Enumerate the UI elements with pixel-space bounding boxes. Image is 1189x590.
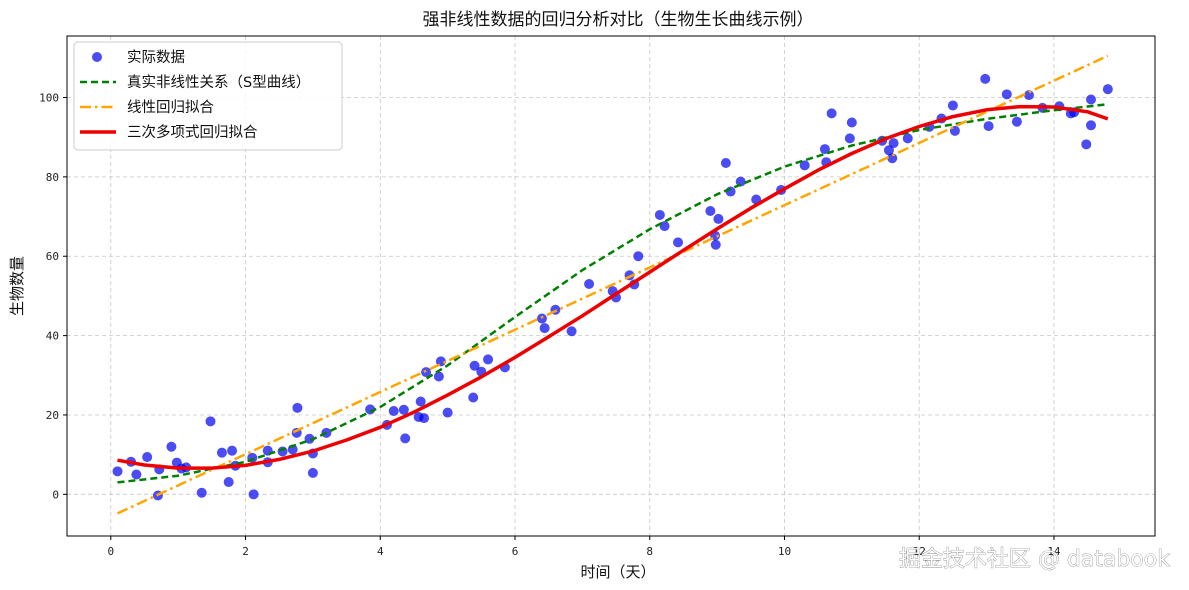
data-point: [433, 371, 444, 382]
data-point: [1086, 94, 1096, 105]
data-point: [673, 237, 684, 248]
y-tick-label: 100: [39, 92, 59, 105]
data-point: [196, 487, 207, 498]
x-tick-label: 0: [107, 545, 114, 558]
data-point: [539, 323, 550, 334]
data-point: [166, 441, 177, 452]
series-line: [117, 104, 1109, 470]
data-point: [112, 466, 123, 477]
data-point: [400, 433, 411, 444]
data-point: [633, 251, 644, 262]
data-point: [1024, 90, 1035, 101]
data-point: [1081, 139, 1092, 150]
data-point: [131, 469, 142, 480]
y-tick-label: 20: [46, 409, 59, 422]
data-point: [654, 209, 665, 220]
legend-label: 线性回归拟合: [127, 99, 214, 116]
data-point: [1102, 84, 1113, 95]
data-point: [248, 489, 259, 500]
x-tick-label: 12: [913, 545, 926, 558]
grid: [67, 36, 1155, 536]
data-point: [720, 157, 731, 168]
data-point: [799, 160, 810, 171]
data-point: [846, 117, 857, 128]
data-point: [205, 416, 216, 427]
data-point: [713, 213, 724, 224]
legend-marker: [92, 52, 102, 62]
axis-ticks: 0 2 4 6 8 10 12 14 0 20 40 60 80 100: [39, 92, 1061, 558]
data-point: [304, 433, 315, 444]
data-point: [887, 153, 898, 164]
data-point: [725, 186, 736, 197]
scatter-series: [112, 73, 1113, 501]
data-point: [888, 138, 899, 149]
data-point: [442, 407, 453, 418]
x-tick-label: 8: [646, 545, 653, 558]
data-point: [659, 221, 670, 232]
legend-label: 真实非线性关系（S型曲线）: [127, 73, 310, 91]
data-point: [883, 145, 894, 156]
x-tick-label: 6: [512, 545, 519, 558]
series-line: [116, 54, 1109, 515]
data-point: [1011, 116, 1022, 127]
data-point: [292, 402, 303, 413]
y-tick-label: 80: [46, 171, 59, 184]
data-point: [142, 452, 153, 463]
y-axis-label: 生物数量: [8, 256, 26, 316]
data-point: [983, 121, 994, 132]
data-point: [469, 360, 480, 371]
plot-frame: [66, 35, 1156, 537]
y-tick-label: 0: [52, 488, 59, 501]
data-point: [844, 133, 855, 144]
data-point: [483, 354, 494, 365]
x-tick-label: 10: [778, 545, 791, 558]
x-axis-label: 时间（天）: [580, 563, 655, 581]
data-point: [710, 239, 721, 250]
y-tick-label: 60: [46, 250, 59, 263]
data-point: [735, 176, 746, 187]
x-tick-label: 2: [242, 545, 249, 558]
x-tick-label: 14: [1047, 545, 1061, 558]
data-point: [1001, 89, 1012, 100]
data-point: [227, 445, 238, 456]
data-point: [980, 73, 991, 84]
data-point: [216, 447, 227, 458]
data-point: [277, 446, 288, 457]
watermark: 掘金技术社区 @ databook: [899, 547, 1170, 572]
data-point: [398, 404, 409, 415]
data-point: [388, 406, 399, 416]
legend-box: [73, 41, 343, 151]
data-point: [947, 100, 958, 111]
data-point: [902, 133, 913, 144]
data-point: [566, 326, 577, 337]
data-point: [826, 108, 837, 119]
data-point: [307, 467, 318, 478]
y-tick-label: 40: [46, 330, 59, 343]
chart-title: 强非线性数据的回归分析对比（生物生长曲线示例）: [423, 10, 814, 30]
data-point: [584, 279, 595, 290]
data-point: [705, 206, 716, 216]
data-point: [419, 413, 430, 424]
legend-label: 实际数据: [127, 49, 185, 66]
data-point: [1086, 120, 1096, 131]
data-point: [223, 477, 234, 488]
legend-label: 三次多项式回归拟合: [127, 124, 258, 141]
series-layer: [112, 54, 1113, 515]
data-point: [468, 392, 479, 403]
series-line: [117, 103, 1108, 484]
data-point: [415, 396, 426, 407]
x-tick-label: 4: [377, 545, 384, 558]
data-point: [819, 144, 830, 155]
